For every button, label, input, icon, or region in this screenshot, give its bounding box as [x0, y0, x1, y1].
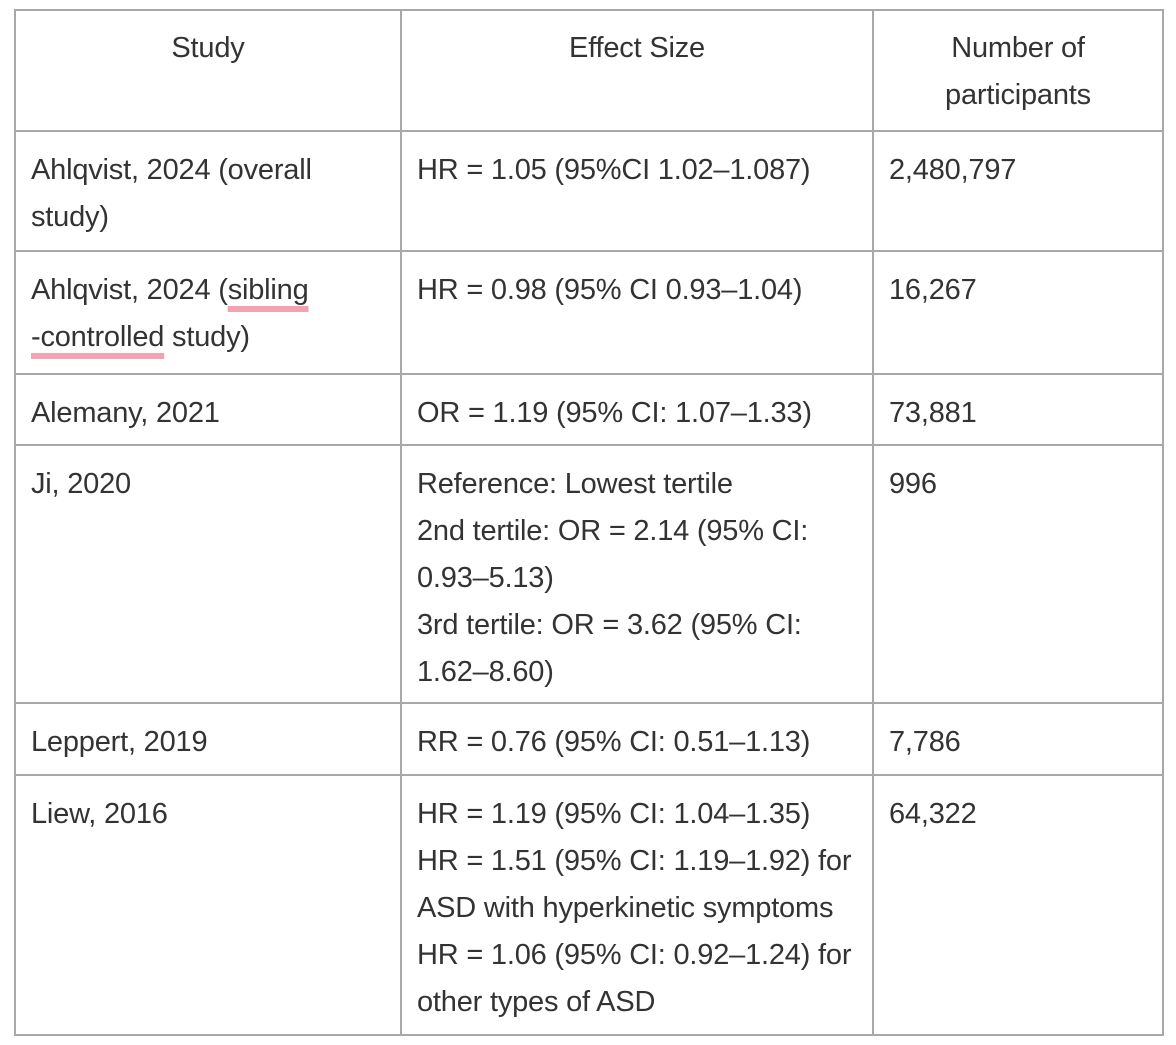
- text-segment: 0.93–5.13): [417, 562, 554, 594]
- text-segment: study): [31, 201, 109, 233]
- text-segment: Ahlqvist, 2024 (overall: [31, 154, 312, 186]
- effect-size-cell: HR = 0.98 (95% CI 0.93–1.04): [400, 250, 874, 375]
- text-line: Number of: [884, 25, 1152, 72]
- study-cell: Liew, 2016: [14, 774, 402, 1036]
- text-line: Leppert, 2019: [31, 719, 388, 766]
- text-line: Alemany, 2021: [31, 390, 388, 437]
- text-line: Effect Size: [412, 25, 862, 72]
- table-row: Leppert, 2019 RR = 0.76 (95% CI: 0.51–1.1…: [14, 702, 1164, 776]
- text-segment: Effect Size: [569, 32, 705, 64]
- column-header-effect-size: Effect Size: [400, 9, 874, 132]
- table-row: Ji, 2020 Reference: Lowest tertile 2nd ter…: [14, 444, 1164, 704]
- participants-cell: 996: [872, 444, 1164, 704]
- participants-cell: 2,480,797: [872, 130, 1164, 252]
- text-line: Ahlqvist, 2024 (sibling: [31, 267, 388, 314]
- table-row: Ahlqvist, 2024 (sibling -controlled study…: [14, 250, 1164, 375]
- text-segment: Reference: Lowest tertile: [417, 468, 733, 500]
- study-cell: Alemany, 2021: [14, 373, 402, 446]
- text-line: HR = 0.98 (95% CI 0.93–1.04): [417, 267, 860, 314]
- studies-table: Study Effect Size Number of participants Ah…: [14, 9, 1164, 1036]
- text-segment: Leppert, 2019: [31, 726, 208, 758]
- participants-value: 73,881: [889, 397, 977, 429]
- text-line: participants: [884, 72, 1152, 119]
- study-cell: Ahlqvist, 2024 (overall study): [14, 130, 402, 252]
- text-line: HR = 1.05 (95%CI 1.02–1.087): [417, 147, 860, 194]
- study-cell: Ji, 2020: [14, 444, 402, 704]
- text-segment: HR = 1.19 (95% CI: 1.04–1.35): [417, 798, 811, 830]
- text-line: Ahlqvist, 2024 (overall: [31, 147, 388, 194]
- text-segment: participants: [945, 79, 1091, 111]
- participants-cell: 16,267: [872, 250, 1164, 375]
- text-segment: other types of ASD: [417, 986, 656, 1018]
- text-segment: 3rd tertile: OR = 3.62 (95% CI:: [417, 609, 802, 641]
- participants-cell: 7,786: [872, 702, 1164, 776]
- table-row: Liew, 2016 HR = 1.19 (95% CI: 1.04–1.35) H…: [14, 774, 1164, 1036]
- table-row: Ahlqvist, 2024 (overall study) HR = 1.05 (…: [14, 130, 1164, 252]
- column-header-study: Study: [14, 9, 402, 132]
- text-line: HR = 1.51 (95% CI: 1.19–1.92) for: [417, 838, 860, 885]
- text-segment: HR = 1.05 (95%CI 1.02–1.087): [417, 154, 811, 186]
- text-segment: study): [164, 321, 250, 353]
- text-line: 2nd tertile: OR = 2.14 (95% CI:: [417, 508, 860, 555]
- text-line: OR = 1.19 (95% CI: 1.07–1.33): [417, 390, 860, 437]
- header-row: Study Effect Size Number of participants: [14, 9, 1164, 132]
- text-segment: HR = 1.06 (95% CI: 0.92–1.24) for: [417, 939, 852, 971]
- table-row: Alemany, 2021 OR = 1.19 (95% CI: 1.07–1.3…: [14, 373, 1164, 446]
- text-line: Ji, 2020: [31, 461, 388, 508]
- table-header: Study Effect Size Number of participants: [14, 9, 1164, 132]
- column-header-participants: Number of participants: [872, 9, 1164, 132]
- text-line: 3rd tertile: OR = 3.62 (95% CI:: [417, 602, 860, 649]
- effect-size-cell: HR = 1.19 (95% CI: 1.04–1.35) HR = 1.51 (…: [400, 774, 874, 1036]
- text-line: 0.93–5.13): [417, 555, 860, 602]
- participants-value: 16,267: [889, 274, 977, 306]
- text-segment: Alemany, 2021: [31, 397, 220, 429]
- text-segment: RR = 0.76 (95% CI: 0.51–1.13): [417, 726, 811, 758]
- text-segment: Study: [171, 32, 245, 64]
- text-line: RR = 0.76 (95% CI: 0.51–1.13): [417, 719, 860, 766]
- participants-cell: 64,322: [872, 774, 1164, 1036]
- text-line: HR = 1.19 (95% CI: 1.04–1.35): [417, 791, 860, 838]
- text-segment: HR = 1.51 (95% CI: 1.19–1.92) for: [417, 845, 852, 877]
- text-line: ASD with hyperkinetic symptoms: [417, 885, 860, 932]
- effect-size-cell: OR = 1.19 (95% CI: 1.07–1.33): [400, 373, 874, 446]
- study-cell: Leppert, 2019: [14, 702, 402, 776]
- effect-size-cell: Reference: Lowest tertile 2nd tertile: OR…: [400, 444, 874, 704]
- text-line: Liew, 2016: [31, 791, 388, 838]
- text-segment: 2nd tertile: OR = 2.14 (95% CI:: [417, 515, 809, 547]
- text-line: -controlled study): [31, 314, 388, 361]
- text-segment: Number of: [951, 32, 1085, 64]
- text-line: Study: [26, 25, 390, 72]
- text-segment: Ji, 2020: [31, 468, 131, 500]
- text-segment: OR = 1.19 (95% CI: 1.07–1.33): [417, 397, 812, 429]
- effect-size-cell: HR = 1.05 (95%CI 1.02–1.087): [400, 130, 874, 252]
- effect-size-cell: RR = 0.76 (95% CI: 0.51–1.13): [400, 702, 874, 776]
- participants-cell: 73,881: [872, 373, 1164, 446]
- text-line: other types of ASD: [417, 979, 860, 1026]
- table-body: Ahlqvist, 2024 (overall study) HR = 1.05 (…: [14, 130, 1164, 1036]
- text-segment: ASD with hyperkinetic symptoms: [417, 892, 834, 924]
- text-segment: HR = 0.98 (95% CI 0.93–1.04): [417, 274, 803, 306]
- text-line: Reference: Lowest tertile: [417, 461, 860, 508]
- spellcheck-flagged-text[interactable]: -controlled: [31, 321, 165, 353]
- text-segment: Ahlqvist, 2024 (: [31, 274, 228, 306]
- text-segment: 1.62–8.60): [417, 656, 554, 688]
- spellcheck-flagged-text[interactable]: sibling: [227, 274, 309, 306]
- participants-value: 7,786: [889, 726, 961, 758]
- text-line: study): [31, 194, 388, 241]
- participants-value: 64,322: [889, 798, 977, 830]
- participants-value: 2,480,797: [889, 154, 1017, 186]
- text-line: HR = 1.06 (95% CI: 0.92–1.24) for: [417, 932, 860, 979]
- study-cell: Ahlqvist, 2024 (sibling -controlled study…: [14, 250, 402, 375]
- text-line: 1.62–8.60): [417, 649, 860, 696]
- participants-value: 996: [889, 468, 937, 500]
- text-segment: Liew, 2016: [31, 798, 168, 830]
